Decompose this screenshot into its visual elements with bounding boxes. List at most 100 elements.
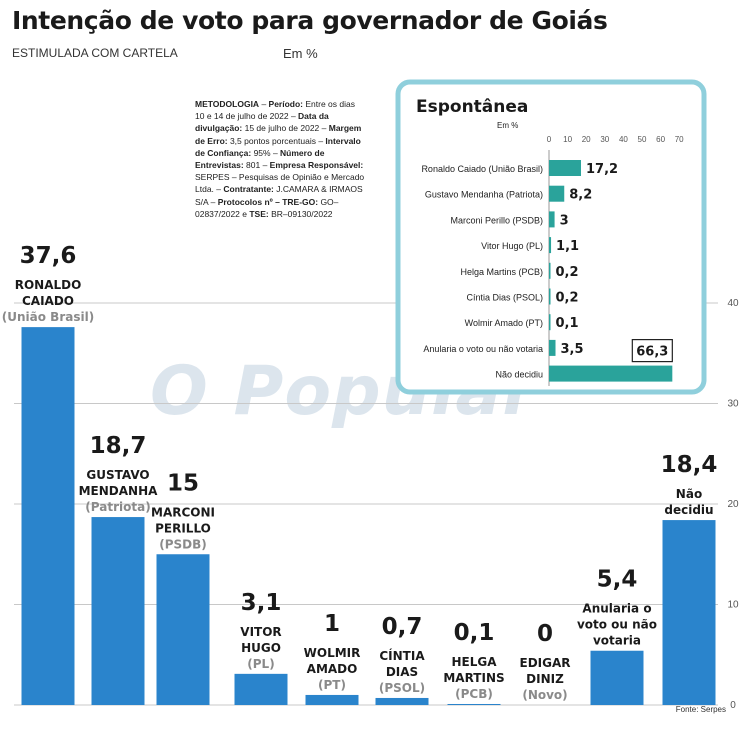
bar: [21, 327, 75, 705]
y-tick-label: 10: [727, 600, 739, 611]
methodology-value: Entre os dias 10 e 14 de julho de 2022 –: [195, 99, 355, 122]
bar: [447, 703, 501, 705]
category-label: EDIGAR: [520, 656, 571, 670]
inset-category-label: Anularia o voto ou não votaria: [423, 344, 543, 354]
inset-bar: [549, 237, 552, 254]
inset-bar: [549, 314, 551, 331]
category-label: VITOR: [240, 625, 281, 639]
methodology-key: Intervalo de Confiança:: [195, 135, 361, 158]
value-label: 0,1: [454, 620, 495, 646]
bar: [590, 650, 644, 705]
methodology-value: GO–02837/2022 e: [195, 196, 339, 219]
inset-x-tick: 30: [600, 135, 609, 144]
inset-unit: Em %: [497, 121, 518, 130]
inset-value-label: 0,2: [556, 265, 579, 280]
category-label: GUSTAVO: [86, 468, 149, 482]
methodology-key: Número de Entrevistas:: [195, 147, 325, 171]
inset-category-label: Marconi Perillo (PSDB): [450, 215, 543, 225]
category-label: HELGA: [451, 655, 497, 669]
category-label: DINIZ: [526, 672, 564, 686]
y-tick-label: 20: [727, 499, 739, 510]
methodology-value: 95% –: [251, 147, 281, 158]
party-label: (PT): [318, 678, 346, 692]
methodology-key: Protocolos nº – TRE-GO:: [217, 196, 319, 207]
methodology-value: 3,5 pontos porcentuais –: [227, 135, 326, 146]
y-tick-label: 0: [730, 700, 736, 711]
party-label: (PSDB): [159, 537, 207, 551]
inset-category-label: Não decidiu: [495, 370, 543, 380]
inset-bar: [549, 211, 555, 228]
inset-x-tick: 50: [638, 135, 647, 144]
inset-value-label: 66,3: [636, 345, 668, 360]
methodology-value: 801 –: [243, 160, 270, 171]
inset-category-label: Ronaldo Caiado (União Brasil): [421, 164, 543, 174]
methodology-value: –: [259, 99, 269, 109]
inset-category-label: Gustavo Mendanha (Patriota): [425, 190, 543, 200]
methodology-key: Margem de Erro:: [195, 123, 362, 146]
value-label: 0: [537, 621, 553, 647]
value-label: 15: [167, 470, 199, 496]
category-label: votaria: [593, 634, 641, 648]
party-label: (PSOL): [379, 681, 425, 695]
bar: [91, 517, 145, 705]
chart-title: Intenção de voto para governador de Goiá…: [12, 6, 608, 35]
inset-panel: [395, 79, 707, 395]
inset-value-label: 8,2: [569, 188, 592, 203]
methodology-key: Empresa Responsável:: [269, 160, 364, 171]
party-label: (PL): [247, 657, 274, 671]
category-label: MARCONI: [151, 505, 215, 519]
inset-bar: [549, 262, 551, 279]
value-label: 5,4: [597, 567, 638, 593]
methodology-value: J.CAMARA & IRMAOS S/A –: [195, 184, 363, 207]
inset-x-tick: 60: [656, 135, 665, 144]
value-label: 18,4: [661, 452, 718, 478]
inset-x-tick: 40: [619, 135, 628, 144]
methodology-value: 15 de julho de 2022 –: [242, 123, 329, 134]
category-label: Anularia o: [582, 602, 651, 616]
inset-value-label: 3,5: [561, 342, 584, 357]
category-label: Não: [676, 487, 702, 501]
bar: [234, 673, 288, 705]
callout-box: [631, 339, 673, 363]
party-label: (PCB): [455, 687, 493, 701]
bar: [375, 697, 429, 705]
unit-label: Em %: [283, 46, 318, 61]
methodology-key: TSE:: [249, 208, 269, 219]
category-label: HUGO: [241, 641, 281, 655]
category-label: PERILLO: [155, 521, 211, 535]
inset-bar: [549, 365, 673, 382]
party-label: (Patriota): [85, 500, 150, 514]
value-label: 1: [324, 611, 340, 637]
category-label: voto ou não: [577, 618, 657, 632]
bar: [305, 694, 359, 705]
inset-category-label: Wolmir Amado (PT): [465, 318, 543, 328]
methodology-text: METODOLOGIA – Período: Entre os dias 10 …: [195, 98, 365, 220]
inset-value-label: 1,1: [556, 239, 579, 254]
bar: [156, 554, 210, 705]
y-tick-label: 40: [727, 298, 739, 309]
value-label: 3,1: [241, 590, 282, 616]
methodology-key: METODOLOGIA: [195, 99, 260, 109]
category-label: MENDANHA: [79, 484, 159, 498]
inset-value-label: 3: [560, 213, 569, 228]
category-label: WOLMIR: [304, 646, 361, 660]
methodology-key: Contratante:: [223, 184, 274, 195]
methodology-key: Data da divulgação:: [195, 111, 329, 134]
inset-bar: [549, 339, 556, 356]
inset-bar: [549, 185, 565, 202]
bar: [662, 520, 716, 705]
category-label: DIAS: [386, 665, 418, 679]
y-tick-label: 30: [727, 399, 739, 410]
inset-x-tick: 20: [582, 135, 591, 144]
category-label: AMADO: [307, 662, 358, 676]
inset-x-tick: 10: [563, 135, 572, 144]
inset-value-label: 0,2: [556, 291, 579, 306]
category-label: MARTINS: [443, 671, 504, 685]
party-label: (Novo): [522, 688, 567, 702]
inset-value-label: 17,2: [586, 162, 618, 177]
methodology-key: Período:: [268, 99, 304, 109]
methodology-value: SERPES – Pesquisas de Opinião e Mercado …: [195, 172, 365, 195]
category-label: CÍNTIA: [379, 648, 425, 663]
inset-x-tick: 0: [547, 135, 552, 144]
